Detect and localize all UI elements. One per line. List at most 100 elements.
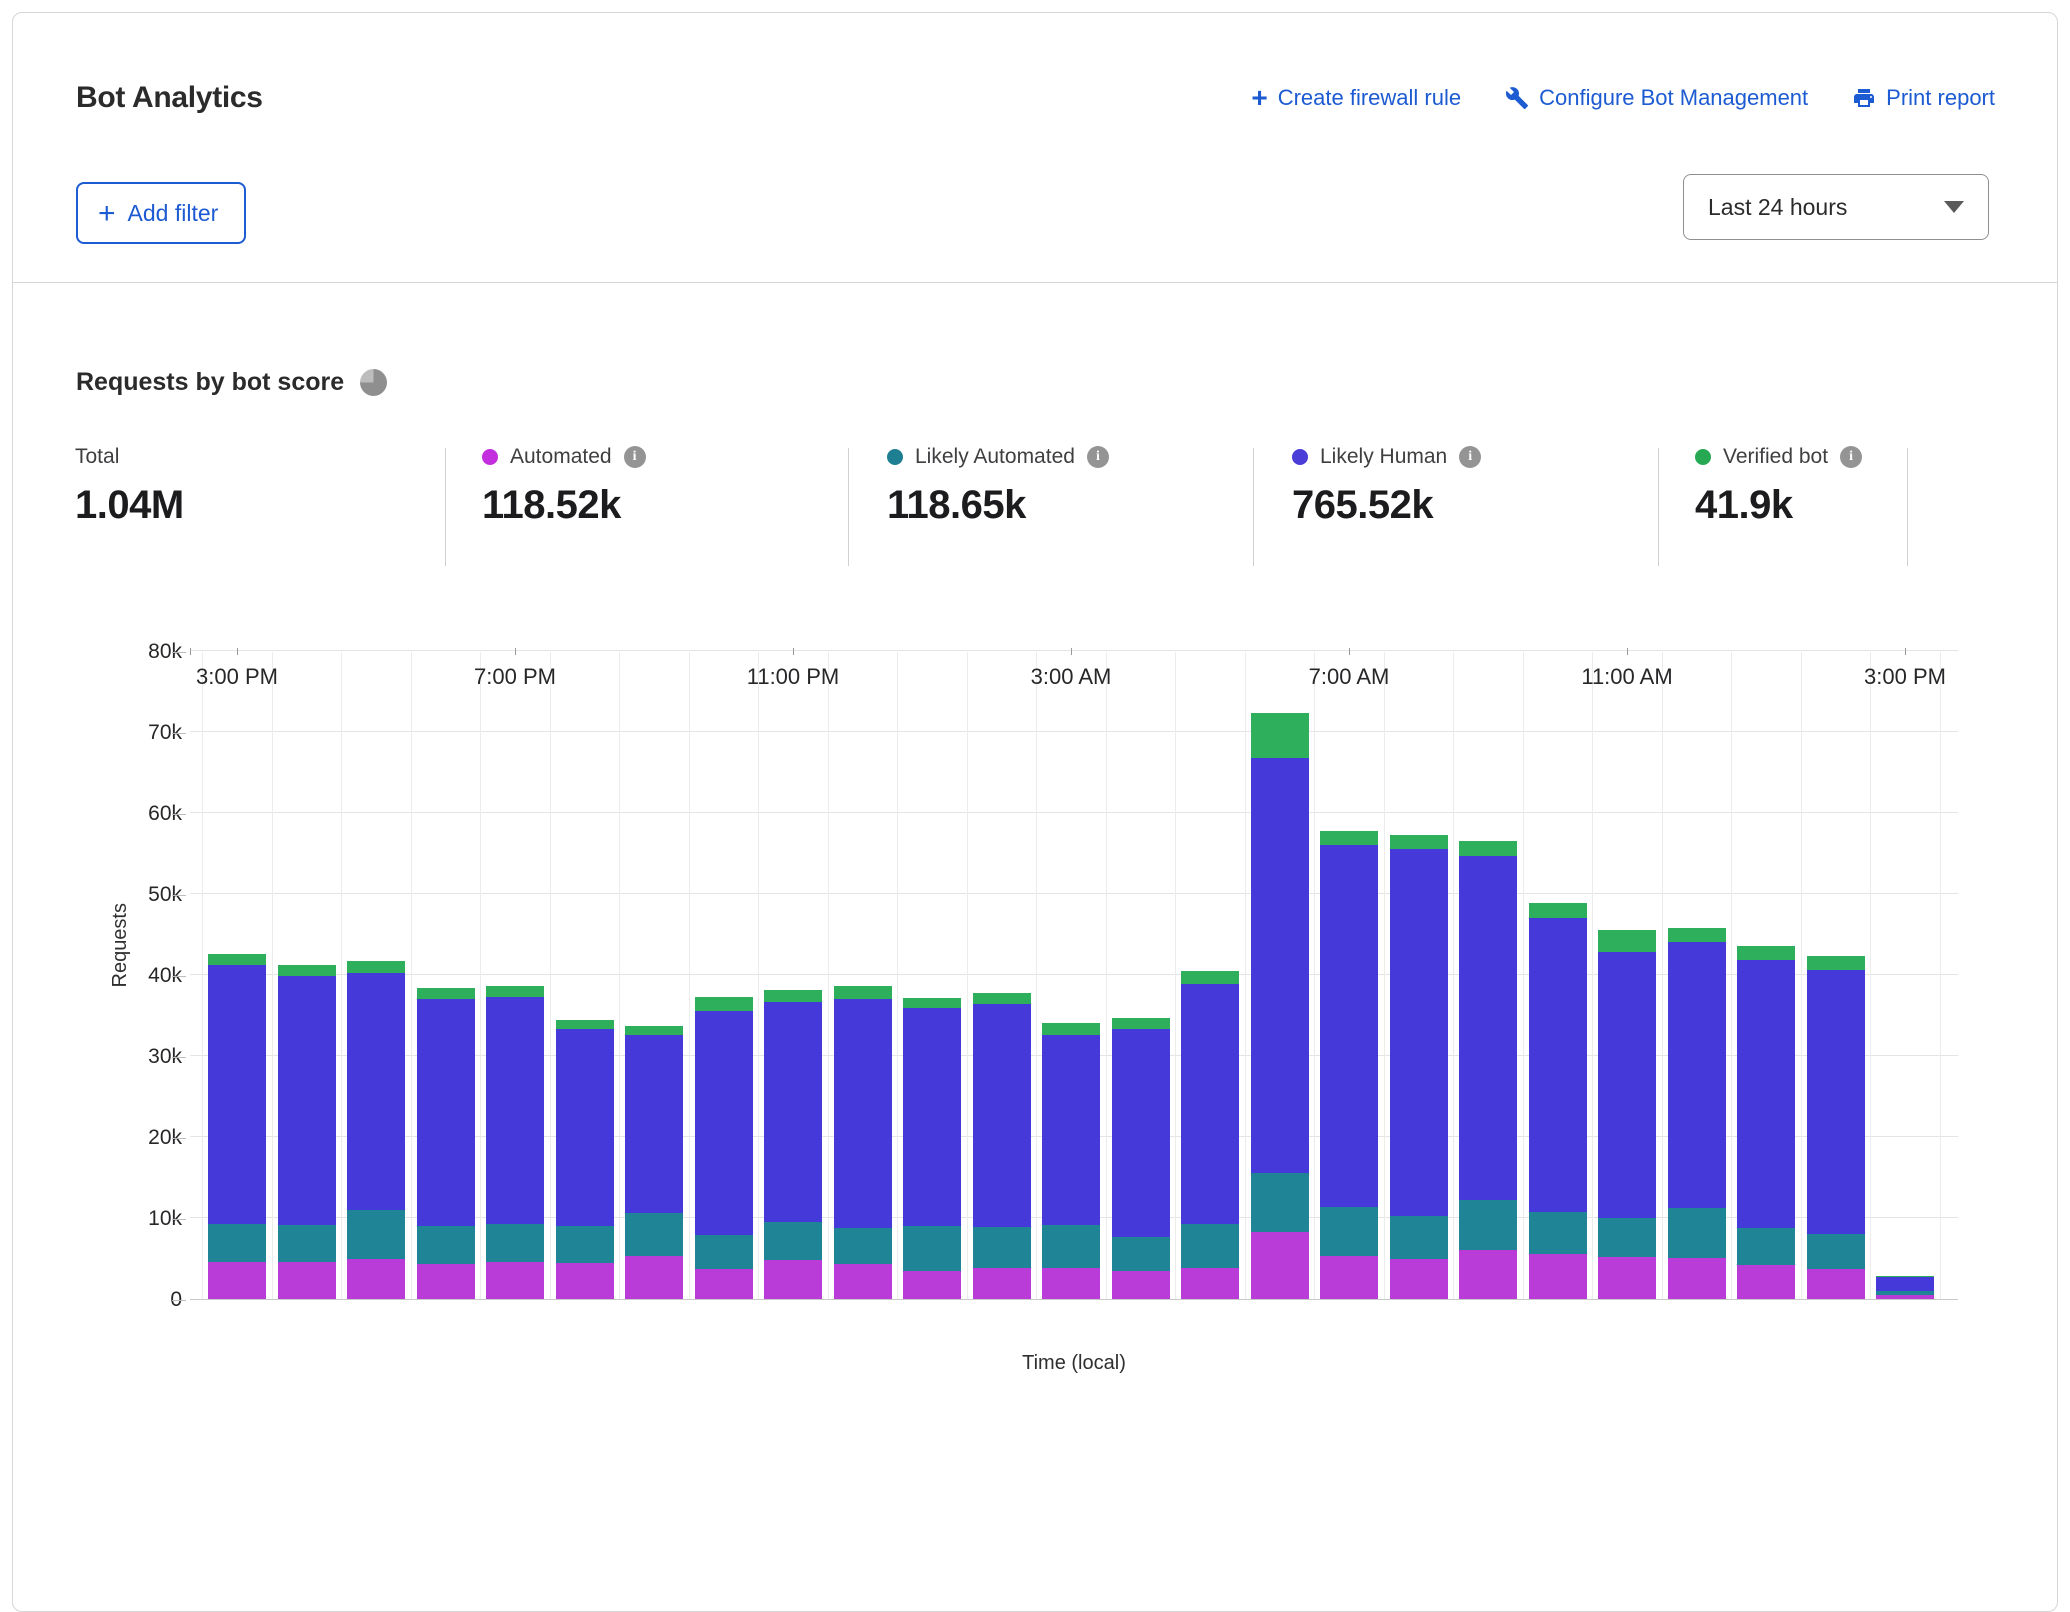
bar-3-00-am[interactable] [1042,1023,1100,1299]
bar-segment-likely-human [1459,856,1517,1200]
bar-segment-automated [1668,1258,1726,1299]
info-icon[interactable]: i [624,446,646,468]
bar-segment-likely-human [1390,849,1448,1215]
bar-segment-likely-human [695,1011,753,1235]
bar-7-00-am[interactable] [1320,831,1378,1299]
bar-segment-likely-automated [1320,1207,1378,1256]
bar-7-00-pm[interactable] [486,986,544,1299]
bar-10-00-am[interactable] [1529,903,1587,1299]
bar-segment-likely-human [347,973,405,1210]
bar-4-00-pm[interactable] [278,965,336,1299]
y-tick-mark [172,1057,186,1058]
bar-segment-automated [278,1262,336,1299]
x-axis-title: Time (local) [1022,1352,1126,1375]
y-tick-mark [172,976,186,977]
y-tick-mark [172,733,186,734]
action-link-create-firewall-rule[interactable]: +Create firewall rule [1251,85,1461,111]
bar-12-00-am[interactable] [834,986,892,1299]
bar-segment-automated [834,1264,892,1299]
y-tick-mark [172,895,186,896]
bar-3-00-pm[interactable] [208,954,266,1299]
bar-segment-automated [1042,1268,1100,1299]
bar-segment-likely-human [1181,984,1239,1224]
legend-dot [1292,449,1308,465]
bar-6-00-pm[interactable] [417,988,475,1299]
info-icon[interactable]: i [1840,446,1862,468]
bar-8-00-am[interactable] [1390,835,1448,1299]
y-tick-label: 10k [102,1207,182,1231]
x-tick-label: 3:00 PM [1864,664,1946,690]
bar-1-00-am[interactable] [903,998,961,1299]
v-gridline [411,652,412,1299]
bar-segment-automated [1737,1265,1795,1299]
bar-4-00-am[interactable] [1112,1018,1170,1299]
bar-segment-verified-bot [1390,835,1448,850]
chart-plot-area [190,652,1958,1300]
bar-segment-likely-automated [625,1213,683,1256]
y-tick-mark [172,814,186,815]
bar-8-00-pm[interactable] [556,1020,614,1299]
bar-5-00-am[interactable] [1181,971,1239,1299]
bar-12-00-pm[interactable] [1668,928,1726,1299]
x-tick-mark [190,648,191,655]
bar-5-00-pm[interactable] [347,961,405,1299]
x-tick-label: 3:00 PM [196,664,278,690]
bar-segment-likely-automated [1668,1208,1726,1257]
bar-1-00-pm[interactable] [1737,946,1795,1299]
time-range-dropdown[interactable]: Last 24 hours [1683,174,1989,240]
bar-segment-likely-human [1529,918,1587,1212]
x-tick-mark [1905,648,1906,655]
bar-segment-verified-bot [486,986,544,997]
x-tick-mark [793,648,794,655]
bar-3-00-pm[interactable] [1876,1276,1934,1299]
info-icon[interactable]: i [1459,446,1481,468]
bar-segment-verified-bot [625,1026,683,1035]
action-link-configure-bot-management[interactable]: Configure Bot Management [1505,85,1808,111]
bar-segment-automated [208,1262,266,1299]
v-gridline [1801,652,1802,1299]
h-gridline [190,731,1958,732]
v-gridline [202,652,203,1299]
bar-segment-verified-bot [903,998,961,1009]
bar-2-00-am[interactable] [973,993,1031,1299]
stat-divider [1658,448,1659,566]
bar-9-00-pm[interactable] [625,1026,683,1299]
bar-10-00-pm[interactable] [695,997,753,1299]
bar-segment-verified-bot [1737,946,1795,960]
bar-segment-likely-human [208,965,266,1224]
stat-label: Likely Automated [915,445,1075,469]
bar-segment-likely-automated [1737,1228,1795,1265]
bar-11-00-am[interactable] [1598,930,1656,1299]
bar-segment-likely-automated [695,1235,753,1269]
bar-6-00-am[interactable] [1251,713,1309,1299]
bar-segment-verified-bot [1251,713,1309,758]
v-gridline [689,652,690,1299]
v-gridline [758,652,759,1299]
v-gridline [1940,652,1941,1299]
info-icon[interactable]: i [1087,446,1109,468]
add-filter-button[interactable]: + Add filter [76,182,246,244]
bar-segment-likely-automated [764,1222,822,1260]
v-gridline [1245,652,1246,1299]
stat-value: 118.65k [887,483,1109,528]
v-gridline [1175,652,1176,1299]
action-label: Print report [1886,85,1995,111]
y-tick-label: 60k [102,802,182,826]
x-tick-label: 7:00 PM [474,664,556,690]
bar-2-00-pm[interactable] [1807,956,1865,1299]
y-tick-label: 0 [102,1288,182,1312]
action-link-print-report[interactable]: Print report [1852,85,1995,111]
bar-11-00-pm[interactable] [764,990,822,1299]
bar-9-00-am[interactable] [1459,841,1517,1299]
stat-value: 41.9k [1695,483,1862,528]
y-tick-mark [172,652,186,653]
bar-segment-likely-automated [208,1224,266,1262]
chevron-down-icon [1944,201,1964,213]
printer-icon [1852,86,1876,110]
v-gridline [1036,652,1037,1299]
v-gridline [272,652,273,1299]
bar-segment-automated [973,1268,1031,1299]
bar-segment-automated [695,1269,753,1299]
h-gridline [190,650,1958,651]
bar-segment-likely-human [1876,1277,1934,1291]
